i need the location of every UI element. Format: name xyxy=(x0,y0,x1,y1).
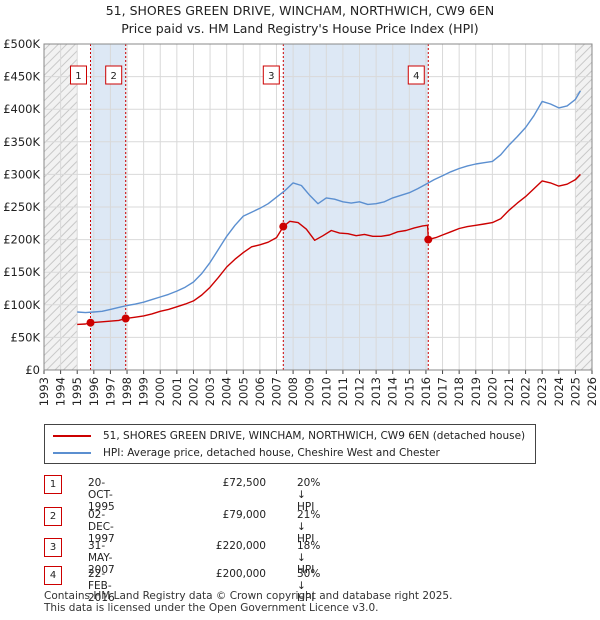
footer-attribution: Contains HM Land Registry data © Crown c… xyxy=(44,590,452,614)
chart-title-line2: Price paid vs. HM Land Registry's House … xyxy=(121,21,479,36)
x-tick-label: 2007 xyxy=(269,377,283,406)
legend-item-property: 51, SHORES GREEN DRIVE, WINCHAM, NORTHWI… xyxy=(53,428,525,444)
x-tick-label: 2026 xyxy=(585,377,599,406)
x-tick-label: 2019 xyxy=(469,377,483,406)
x-tick-label: 2005 xyxy=(236,377,250,406)
price-chart: 1 2 3 4 £0 £50K £100K £150K £200K £250K £300K £350… xyxy=(3,37,599,406)
x-tick-label: 2001 xyxy=(170,377,184,406)
x-tick-label: 2011 xyxy=(336,377,350,406)
chart-title: 51, SHORES GREEN DRIVE, WINCHAM, NORTHWI… xyxy=(0,2,600,38)
x-tick-label: 2025 xyxy=(568,377,582,406)
transaction-date: 20-OCT-1995 xyxy=(88,477,115,513)
sale-point xyxy=(424,235,433,244)
legend-label-property: 51, SHORES GREEN DRIVE, WINCHAM, NORTHWI… xyxy=(103,430,526,442)
sale-marker-label: 3 xyxy=(268,71,274,82)
x-tick-label: 2006 xyxy=(253,377,267,406)
x-tick-label: 2023 xyxy=(535,377,549,406)
sale-marker-label: 1 xyxy=(75,71,81,82)
sale-marker-box xyxy=(262,65,280,85)
sale-point xyxy=(121,314,130,323)
x-tick-label: 2009 xyxy=(303,377,317,406)
sale-point xyxy=(86,318,95,327)
footer-line1: Contains HM Land Registry data © Crown c… xyxy=(44,590,453,602)
x-tick-label: 2021 xyxy=(502,377,516,406)
transaction-date: 22-FEB-2016 xyxy=(88,568,115,604)
x-tick-label: 2003 xyxy=(203,377,217,406)
transaction-hpi-diff: 21% ↓ HPI xyxy=(297,509,321,545)
x-tick-label: 1995 xyxy=(70,377,84,406)
x-tick-label: 2018 xyxy=(452,377,466,406)
y-tick-label: £300K xyxy=(3,167,40,181)
transaction-date: 31-MAY-2007 xyxy=(88,540,115,576)
x-tick-label: 1999 xyxy=(137,377,151,406)
transaction-number-box: 2 xyxy=(44,507,62,526)
x-tick-label: 2015 xyxy=(402,377,416,406)
transaction-price: £220,000 xyxy=(215,540,266,552)
transaction-number-box: 4 xyxy=(44,566,62,585)
legend-label-hpi: HPI: Average price, detached house, Ches… xyxy=(103,447,440,459)
x-tick-label: 2013 xyxy=(369,377,383,406)
x-tick-label: 1996 xyxy=(87,377,101,406)
hpi-line xyxy=(77,90,582,314)
y-tick-label: £0 xyxy=(25,363,40,377)
x-tick-label: 2008 xyxy=(286,377,300,406)
transaction-number-box: 1 xyxy=(44,475,62,494)
y-tick-label: £250K xyxy=(3,200,40,214)
x-tick-label: 2014 xyxy=(386,377,400,406)
sale-marker-label: 4 xyxy=(413,71,419,82)
sale-marker-box xyxy=(69,65,87,85)
y-tick-label: £400K xyxy=(3,102,40,116)
transaction-date: 02-DEC-1997 xyxy=(88,509,115,545)
x-tick-label: 2024 xyxy=(552,377,566,406)
x-tick-label: 2016 xyxy=(419,377,433,406)
transaction-hpi-diff: 20% ↓ HPI xyxy=(297,477,321,513)
sale-point xyxy=(279,222,288,231)
sale-marker-box xyxy=(105,65,123,85)
x-tick-label: 2010 xyxy=(319,377,333,406)
x-tick-label: 2004 xyxy=(220,377,234,406)
x-tick-label: 2000 xyxy=(153,377,167,406)
transaction-price: £72,500 xyxy=(222,477,266,489)
legend-item-hpi: HPI: Average price, detached house, Ches… xyxy=(53,445,440,461)
transaction-price: £200,000 xyxy=(215,568,266,580)
y-tick-label: £50K xyxy=(11,330,41,344)
legend-swatch-hpi xyxy=(53,452,91,454)
y-tick-label: £450K xyxy=(3,70,40,84)
footer-line2: This data is licensed under the Open Gov… xyxy=(44,602,379,614)
y-tick-label: £350K xyxy=(3,135,40,149)
legend-swatch-property xyxy=(53,435,91,437)
y-tick-label: £500K xyxy=(3,37,40,51)
chart-title-line1: 51, SHORES GREEN DRIVE, WINCHAM, NORTHWI… xyxy=(105,3,495,18)
y-tick-label: £200K xyxy=(3,233,40,247)
chart-legend: 51, SHORES GREEN DRIVE, WINCHAM, NORTHWI… xyxy=(44,424,536,464)
sale-marker-box xyxy=(407,65,425,85)
transaction-number-box: 3 xyxy=(44,538,62,557)
sale-marker-label: 2 xyxy=(111,71,117,82)
x-tick-label: 2022 xyxy=(519,377,533,406)
plot-frame xyxy=(43,43,593,371)
y-tick-label: £150K xyxy=(3,265,40,279)
x-tick-label: 1997 xyxy=(103,377,117,406)
transaction-price: £79,000 xyxy=(222,509,266,521)
y-tick-label: £100K xyxy=(3,298,40,312)
transaction-hpi-diff: 18% ↓ HPI xyxy=(297,540,321,576)
transaction-hpi-diff: 30% ↓ HPI xyxy=(297,568,321,604)
x-tick-label: 2020 xyxy=(485,377,499,406)
property-price-line xyxy=(77,173,581,326)
x-tick-label: 2002 xyxy=(186,377,200,406)
x-tick-label: 2012 xyxy=(353,377,367,406)
x-tick-label: 1994 xyxy=(54,377,68,406)
x-tick-label: 1993 xyxy=(37,377,51,406)
x-tick-label: 1998 xyxy=(120,377,134,406)
x-tick-label: 2017 xyxy=(436,377,450,406)
